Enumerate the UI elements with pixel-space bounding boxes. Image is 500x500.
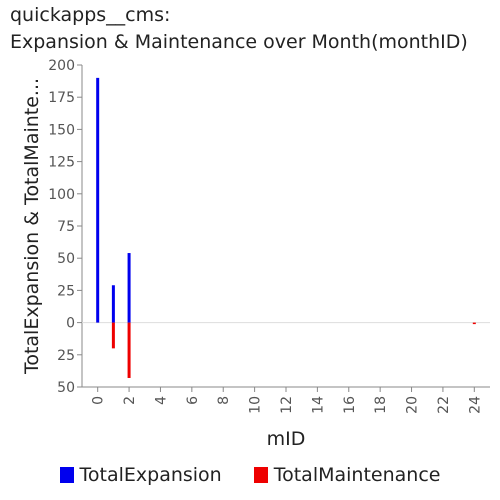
- x-axis: 0 2 4 6 8 10 12 14 16 18 20 22 24: [82, 322, 490, 414]
- bar-totalexpansion-1: [111, 285, 115, 323]
- y-tick-label: 125: [48, 155, 75, 171]
- bar-totalexpansion-2: [127, 253, 131, 323]
- x-axis-title: mID: [267, 428, 306, 450]
- legend-label-maintenance: TotalMaintenance: [273, 464, 441, 486]
- x-tick-label: 14: [310, 396, 326, 414]
- y-tick-label: 175: [48, 90, 75, 106]
- y-tick-label: 0: [66, 316, 75, 332]
- legend: TotalExpansion TotalMaintenance: [0, 464, 500, 486]
- x-tick-label: 2: [122, 396, 138, 405]
- bar-totalmaintenance-1: [111, 322, 115, 349]
- bars: [96, 77, 476, 378]
- legend-item-expansion: TotalExpansion: [59, 464, 222, 486]
- x-tick-label: 22: [436, 396, 452, 414]
- x-tick-label: 18: [373, 396, 389, 414]
- x-tick-label: 10: [248, 396, 264, 414]
- x-tick-label: 16: [342, 396, 358, 414]
- x-tick-label: 4: [153, 396, 169, 405]
- x-tick-label: 8: [216, 396, 232, 405]
- y-tick-label: 25: [57, 348, 75, 364]
- bar-totalexpansion-0: [96, 77, 100, 323]
- legend-label-expansion: TotalExpansion: [79, 464, 222, 486]
- bar-totalmaintenance-2: [127, 322, 131, 378]
- legend-swatch-maintenance: [253, 467, 268, 483]
- y-axis: 200 175 150 125 100 75 50 25 0 25 50: [48, 58, 83, 396]
- x-tick-label: 0: [91, 396, 107, 405]
- legend-item-maintenance: TotalMaintenance: [253, 464, 441, 486]
- x-tick-label: 6: [185, 396, 201, 405]
- y-tick-label: 25: [57, 283, 75, 299]
- x-tick-label: 24: [467, 396, 483, 414]
- x-tick-label: 20: [405, 396, 421, 414]
- y-tick-label: 100: [48, 187, 75, 203]
- chart-title-line-2: Expansion & Maintenance over Month(month…: [10, 31, 468, 53]
- chart-title-line-1: quickapps__cms:: [10, 4, 171, 26]
- legend-swatch-expansion: [59, 467, 74, 483]
- y-tick-label: 50: [57, 251, 75, 267]
- y-tick-label: 150: [48, 122, 75, 138]
- y-tick-label: 50: [57, 380, 75, 396]
- x-tick-label: 12: [279, 396, 295, 414]
- y-tick-label: 200: [48, 58, 75, 74]
- y-tick-label: 75: [57, 219, 75, 235]
- y-axis-title: TotalExpansion & TotalMainte...: [21, 78, 43, 375]
- bar-totalmaintenance-24: [472, 322, 476, 325]
